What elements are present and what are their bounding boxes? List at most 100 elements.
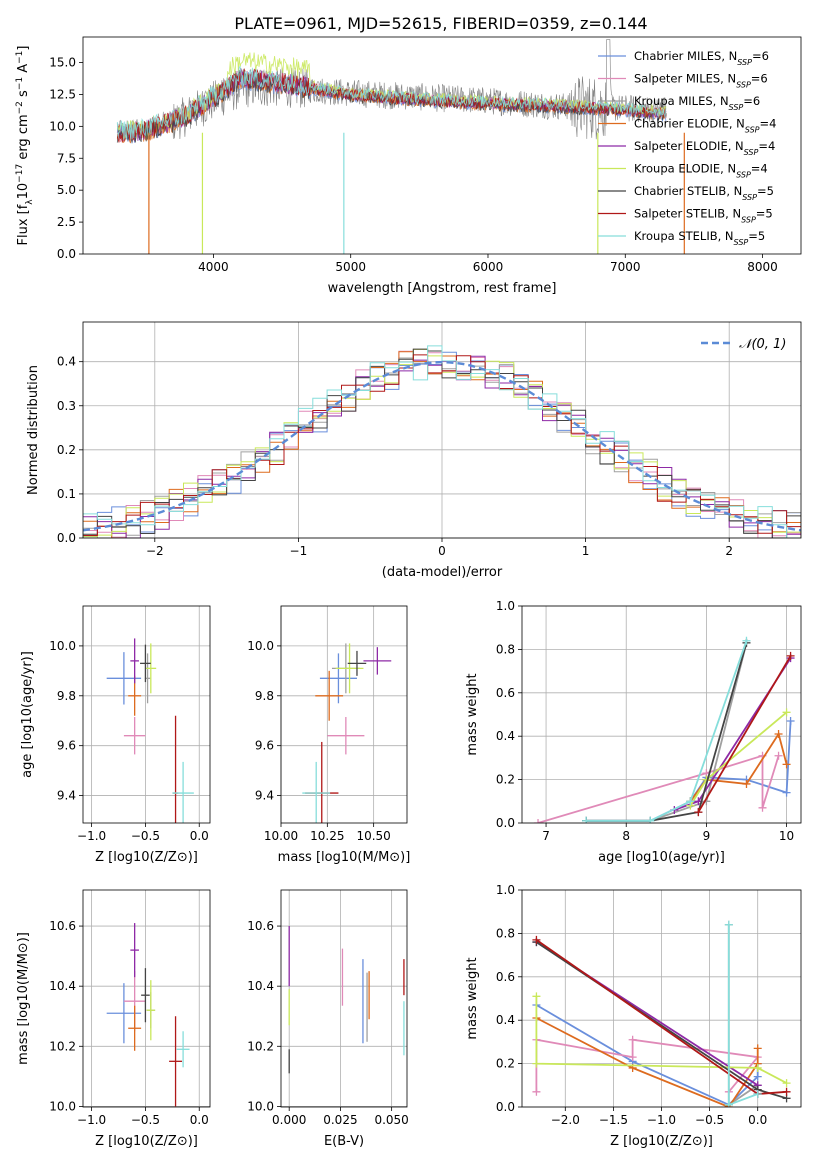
y-tick-label: 0.4	[496, 729, 515, 743]
panel-z-weight: −2.0 −1.5 −1.0 −0.5 0.0 0.0 0.2 0.4 0.6 0.8 1.0 Z […	[465, 883, 802, 1149]
x-axis-label: age [log10(age/yr)]	[598, 850, 725, 865]
weight-marker	[534, 819, 543, 823]
legend-subscript: SSP	[742, 193, 757, 202]
weight-marker	[753, 1072, 762, 1081]
x-tick-label: −0.5	[131, 829, 160, 843]
y-tick-label: 0.6	[496, 686, 515, 700]
legend-entry: Kroupa MILES, NSSP=6	[634, 94, 760, 112]
y-tick-label: 10.0	[49, 1099, 76, 1113]
axes-frame	[82, 321, 802, 539]
x-tick-label: −1	[290, 544, 308, 558]
x-tick-label: −0.5	[131, 1113, 160, 1127]
x-tick-label: 7	[542, 829, 550, 843]
legend-subscript: SSP	[744, 148, 759, 157]
y-tick-label: 10.6	[49, 919, 76, 933]
x-tick-label: 1	[582, 544, 590, 558]
x-tick-label: −2	[146, 544, 164, 558]
axes-frame	[280, 605, 408, 824]
x-tick-label: 0.000	[272, 1113, 306, 1127]
x-tick-label: −1.0	[647, 1113, 676, 1127]
x-tick-label: 8	[622, 829, 630, 843]
axes-frame	[521, 889, 802, 1108]
y-tick-label: 0.4	[57, 355, 76, 369]
weight-marker	[782, 1087, 791, 1096]
plot-area	[288, 926, 405, 1074]
weight-marker	[532, 935, 541, 944]
y-tick-label: 10.0	[247, 1099, 274, 1113]
x-tick-label: −1.5	[599, 1113, 628, 1127]
y-tick-label: 10.0	[247, 639, 274, 653]
plot-area	[106, 638, 194, 823]
x-tick-label: 0.0	[190, 1113, 209, 1127]
y-tick-label: 10.2	[49, 1039, 76, 1053]
normal-reference-curve	[83, 360, 801, 532]
data-spectrum-line	[117, 39, 667, 140]
x-tick-label: 0.050	[374, 1113, 408, 1127]
y-tick-label: 0.1	[57, 487, 76, 501]
figure-title: PLATE=0961, MJD=52615, FIBERID=0359, z=0…	[234, 14, 647, 33]
legend-model-name: Chabrier ELODIE, N	[634, 117, 745, 131]
plot-area	[302, 643, 392, 823]
legend-subscript: SSP	[734, 238, 749, 247]
legend-nssp: =4	[760, 117, 777, 131]
axes-frame	[280, 889, 408, 1108]
weight-marker	[753, 1089, 762, 1098]
y-axis-label-part: λ	[25, 199, 35, 205]
y-tick-label: 10.4	[247, 979, 274, 993]
y-axis-label-part: −2	[15, 101, 25, 114]
weight-marker	[758, 803, 767, 812]
y-tick-label: 9.4	[255, 789, 274, 803]
weight-marker	[582, 816, 591, 823]
legend-model-name: Chabrier MILES, N	[634, 49, 737, 63]
weight-marker	[774, 751, 783, 760]
x-axis-label: Z [log10(Z/Z⊙)]	[95, 850, 198, 865]
y-tick-label: 0.0	[496, 1100, 515, 1114]
y-tick-label: 0.2	[57, 443, 76, 457]
y-tick-label: 0.0	[57, 531, 76, 545]
legend-subscript: SSP	[729, 103, 744, 112]
legend-entry: Kroupa STELIB, NSSP=5	[634, 229, 765, 247]
x-tick-label: 4000	[198, 260, 229, 274]
x-tick-label: 5000	[335, 260, 366, 274]
axes-frame	[82, 36, 802, 255]
x-tick-label: 8000	[747, 260, 778, 274]
y-axis-label-part: s	[16, 90, 31, 101]
axes-frame	[521, 605, 802, 824]
legend-entry: Chabrier MILES, NSSP=6	[634, 49, 769, 67]
y-tick-label: 5.0	[57, 183, 76, 197]
legend-nssp: =4	[751, 162, 768, 176]
x-tick-label: −0.5	[695, 1113, 724, 1127]
legend-model-name: Kroupa MILES, N	[634, 94, 729, 108]
y-axis-label: Flux [fλ10−17 erg cm−2 s−1 A−1]	[15, 46, 35, 246]
legend-entry: Chabrier ELODIE, NSSP=4	[634, 117, 776, 135]
legend-entry: 𝒩(0, 1)	[739, 337, 786, 352]
y-axis-label-part: −17	[15, 164, 25, 183]
weight-marker	[628, 1035, 637, 1044]
legend-model-name: Chabrier STELIB, N	[634, 184, 742, 198]
weight-marker	[774, 730, 783, 739]
y-tick-label: 0.6	[496, 970, 515, 984]
plot-area	[116, 39, 685, 254]
legend-entry: Salpeter STELIB, NSSP=5	[634, 207, 773, 225]
weight-marker	[686, 797, 695, 806]
y-axis-label-part: 10	[16, 183, 31, 200]
y-tick-label: 2.5	[57, 215, 76, 229]
panel-z-mass: −1.0 −0.5 0.0 10.0 10.2 10.4 10.6 Z [log10(Z/Z⊙…	[16, 889, 211, 1149]
y-axis-label-part: ]	[16, 46, 31, 51]
x-tick-label: 10.00	[264, 829, 298, 843]
y-tick-label: 0.8	[496, 926, 515, 940]
panel-age-weight: 7 8 9 10 0.0 0.2 0.4 0.6 0.8 1.0 age [log10(age/yr…	[465, 599, 802, 865]
weight-marker	[742, 779, 751, 788]
y-axis-label-part: −1	[15, 77, 25, 90]
x-tick-label: 0.025	[323, 1113, 357, 1127]
y-axis-label-part: −1	[15, 51, 25, 64]
y-tick-label: 9.4	[57, 789, 76, 803]
y-tick-label: 10.6	[247, 919, 274, 933]
y-axis-label: age [log10(age/yr)]	[20, 651, 35, 778]
y-tick-label: 0.2	[496, 1057, 515, 1071]
y-axis-label: mass weight	[465, 957, 480, 1039]
weight-line	[586, 642, 748, 822]
legend-nssp: =6	[751, 72, 768, 86]
y-tick-label: 0.4	[496, 1013, 515, 1027]
panel-residuals: −2 −1 0 1 2 0.0 0.1 0.2 0.3 0.4 (data-model)/error…	[26, 321, 802, 580]
